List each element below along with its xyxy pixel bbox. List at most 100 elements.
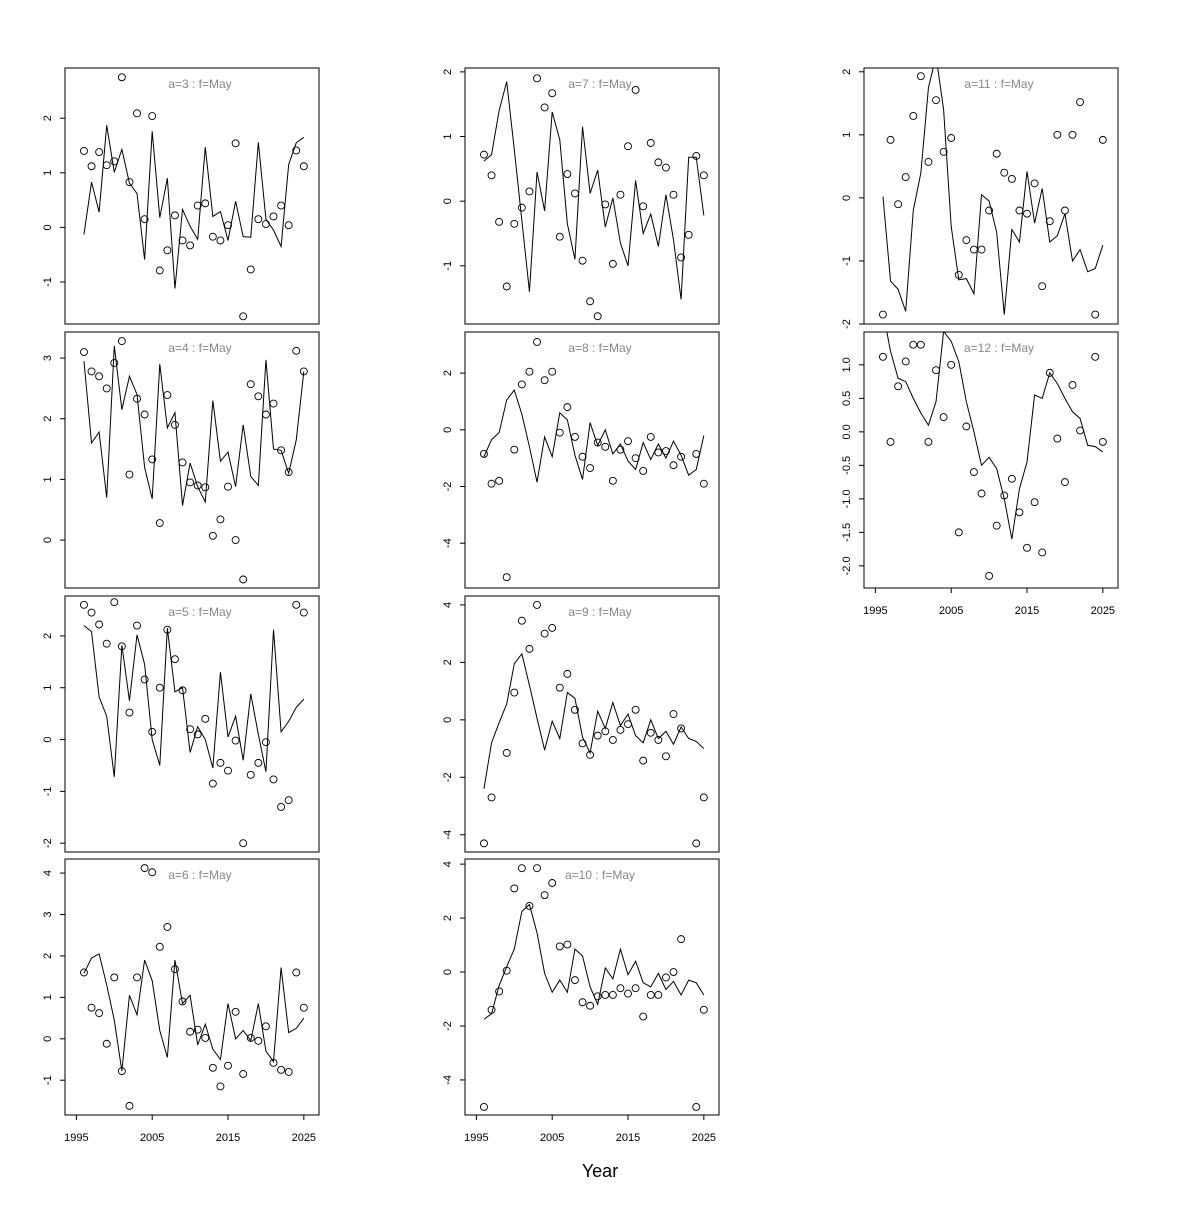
data-point (692, 151, 701, 160)
plot-frame (464, 858, 720, 1116)
panel: a=7 : f=May -1 0 1 2 (442, 67, 720, 325)
data-point (80, 348, 88, 356)
panel-title: a=5 : f=May (168, 605, 231, 619)
data-point (555, 428, 564, 437)
data-point (563, 403, 572, 412)
data-point (533, 74, 541, 83)
series-line (83, 625, 305, 777)
y-tick-label: 1 (442, 133, 454, 139)
data-point (155, 942, 164, 951)
data-point (578, 739, 587, 748)
data-point (186, 478, 195, 487)
data-point (992, 521, 1001, 530)
data-point (246, 770, 255, 779)
y-tick-label: 2 (42, 416, 54, 422)
y-tick-label: -0.5 (841, 456, 853, 475)
data-point (601, 991, 610, 999)
data-point (879, 310, 887, 319)
y-tick-label: 2 (42, 633, 54, 639)
data-point (924, 437, 933, 446)
data-point (231, 736, 240, 745)
y-tick-label: -1.5 (841, 523, 853, 542)
panel-title: a=10 : f=May (565, 868, 635, 882)
data-point (977, 489, 986, 498)
data-point (669, 710, 678, 719)
y-tick-label: -1 (442, 261, 454, 271)
x-tick-label: 2005 (140, 1132, 164, 1144)
data-point (901, 173, 910, 182)
x-tick-label: 2015 (616, 1132, 640, 1144)
data-point (487, 171, 496, 180)
data-point (1007, 175, 1016, 183)
data-point (616, 445, 625, 454)
data-point (510, 219, 519, 228)
data-point (969, 468, 978, 477)
x-tick-label: 2015 (1015, 605, 1039, 617)
data-point (570, 705, 579, 714)
data-point (699, 479, 708, 488)
data-point (1015, 508, 1024, 517)
y-tick-label: 1 (42, 685, 54, 691)
data-point (616, 984, 625, 993)
x-tick-label: 2025 (292, 1132, 316, 1144)
data-point (292, 968, 301, 977)
data-point (540, 103, 549, 112)
data-point (117, 73, 126, 82)
data-point (1076, 426, 1085, 435)
data-point (1030, 179, 1039, 188)
panel-title: a=7 : f=May (568, 77, 631, 91)
data-point (517, 864, 526, 873)
data-point (246, 1034, 255, 1042)
data-point (133, 621, 141, 630)
data-point (909, 111, 918, 120)
data-point (548, 623, 557, 632)
data-point (102, 639, 111, 648)
data-point (916, 340, 925, 349)
data-point (87, 1003, 96, 1012)
data-point (894, 200, 903, 209)
data-point (163, 625, 172, 634)
y-tick-label: 4 (442, 861, 454, 867)
y-tick-label: 0.0 (841, 424, 853, 439)
data-point (624, 989, 632, 998)
data-point (540, 629, 549, 638)
data-point (646, 432, 655, 441)
y-tick-label: 0 (42, 1036, 54, 1042)
data-point (110, 598, 119, 607)
data-point (517, 203, 526, 212)
data-point (170, 420, 179, 429)
data-point (261, 220, 270, 229)
plot-area (879, 332, 1107, 580)
y-tick-label: 0 (442, 717, 454, 723)
panel-title: a=8 : f=May (568, 341, 631, 355)
data-point (661, 447, 670, 456)
data-point (1000, 491, 1009, 500)
data-point (133, 109, 141, 118)
data-point (1030, 498, 1039, 507)
data-point (140, 675, 149, 684)
data-point (646, 139, 655, 147)
data-point (924, 158, 933, 166)
data-point (548, 89, 557, 98)
data-point (533, 864, 541, 873)
data-point (954, 270, 963, 279)
data-point (284, 796, 293, 805)
y-tick-label: 0 (42, 537, 54, 543)
data-point (125, 1101, 134, 1110)
y-tick-label: 2 (42, 953, 54, 959)
data-point (654, 735, 663, 744)
data-point (87, 608, 96, 617)
data-point (654, 448, 663, 457)
data-point (133, 973, 141, 982)
data-point (155, 683, 164, 692)
data-point (216, 236, 225, 245)
data-point (201, 199, 210, 208)
data-point (593, 731, 602, 740)
data-point (163, 922, 172, 931)
data-point (186, 1027, 195, 1036)
data-point (563, 669, 572, 678)
data-point (148, 455, 157, 464)
data-point (1000, 168, 1009, 177)
